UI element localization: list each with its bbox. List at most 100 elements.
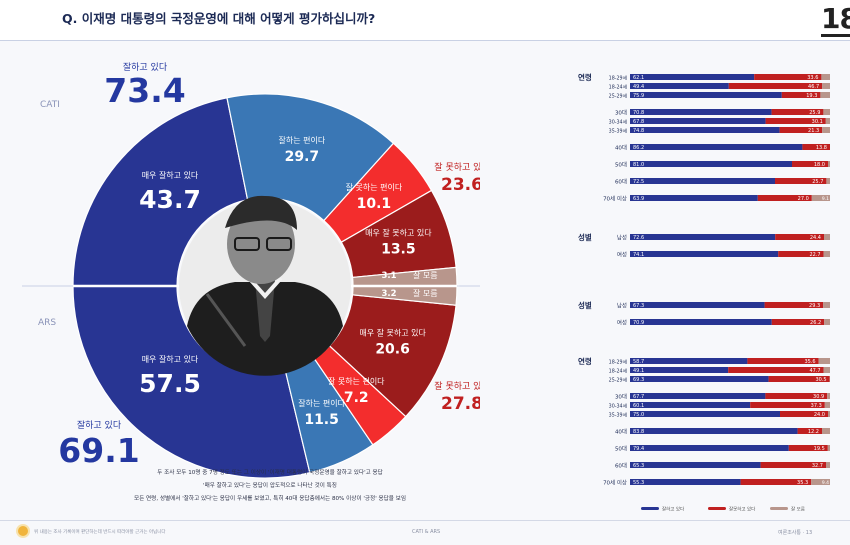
cati-bar-negative <box>775 234 824 240</box>
cati-bar-negative <box>765 118 826 124</box>
cati-bar-negative <box>771 109 824 115</box>
ars-label-value-good: 11.5 <box>304 412 339 428</box>
cati-bar-positive <box>630 127 780 133</box>
cati-bar-dont-know <box>824 234 830 240</box>
cati-row-label: 남성 <box>617 234 627 242</box>
cati-row-label: 18-29세 <box>609 75 627 82</box>
cati-row-label: 70세 이상 <box>603 195 627 203</box>
ars-label-name-very-good: 매우 잘하고 있다 <box>142 354 199 364</box>
ars-value-negative: 26.2 <box>810 320 821 326</box>
footer-note: 위 내용는 조사 기록이며 판단하는데 반드시 따라야할 근거는 아닙니다 <box>34 530 166 535</box>
ars-value-positive: 67.7 <box>633 394 644 400</box>
survey-question: Q. 이재명 대통령의 국정운영에 대해 어떻게 평가하십니까? <box>62 11 376 26</box>
ars-row-label: 18-29세 <box>609 359 627 366</box>
cati-row-label: 60대 <box>615 178 627 186</box>
ars-group-label: 성별 <box>578 300 592 310</box>
cati-bar-positive <box>630 92 782 98</box>
cati-bar-dont-know <box>822 127 830 133</box>
cati-row-label: 40대 <box>615 144 627 152</box>
cati-label-name-dont-know: 잘 모름 <box>413 271 438 280</box>
ars-method-tag: ARS <box>38 318 56 328</box>
cati-slice-very-good <box>72 97 249 287</box>
ars-label-value-very-good: 57.5 <box>139 369 201 398</box>
ars-row-label: 70세 이상 <box>603 479 627 487</box>
cati-bar-negative <box>728 83 823 89</box>
ars-bar-positive <box>630 376 769 382</box>
ars-bar-dont-know <box>811 479 830 485</box>
footer-method: CATI & ARS <box>412 529 441 535</box>
logo-text: 18 <box>821 2 850 35</box>
ars-value-positive: 70.9 <box>633 320 644 326</box>
ars-bar-dont-know <box>823 367 830 373</box>
cati-bar-dont-know <box>820 92 830 98</box>
ars-slice-very-bad <box>328 294 457 418</box>
cati-bar-positive <box>630 83 729 89</box>
ars-bar-negative <box>750 402 825 408</box>
cati-bar-negative <box>802 144 830 150</box>
ars-row-label: 35-39세 <box>609 412 627 419</box>
cati-bar-negative <box>781 92 821 98</box>
cati-label-value-good: 29.7 <box>285 149 320 165</box>
ars-bar-positive <box>630 402 751 408</box>
ars-bar-positive <box>630 445 789 451</box>
cati-bar-positive <box>630 251 779 257</box>
ars-bar-negative <box>771 319 825 325</box>
cati-bar-dont-know <box>811 195 830 201</box>
summary-text: 두 조사 모두 10명 중 7명 정도 또는 그 이상이 '이재명 대통령이 국… <box>134 468 406 502</box>
ars-value-positive: 65.3 <box>633 463 644 469</box>
header-divider <box>0 40 850 41</box>
ars-value-negative: 24.0 <box>814 412 825 418</box>
approval-donut-chart: 매우 잘하고 있다 43.7 잘하는 편이다 29.7 잘 못하는 편이다 10.1 매우 … <box>22 61 480 479</box>
ars-row-label: 18-24세 <box>609 368 627 375</box>
ars-bar-negative <box>740 479 812 485</box>
ars-row-label: 60대 <box>615 462 627 470</box>
summary-line: '매우 잘하고 있다'는 응답이 압도적으로 나타난 것이 특징 <box>203 481 337 489</box>
ars-value-negative: 30.5 <box>815 377 826 383</box>
ars-value-positive: 75.0 <box>633 412 644 418</box>
ars-bar-dont-know <box>828 411 830 417</box>
cati-value-positive: 49.4 <box>633 84 644 90</box>
ars-value-negative: 47.7 <box>809 368 820 374</box>
cati-value-dont-know: 9.1 <box>822 196 829 202</box>
cati-bar-negative <box>778 251 824 257</box>
ars-row-label: 여성 <box>617 319 627 327</box>
ars-label-name-very-bad: 매우 잘 못하고 있다 <box>359 328 426 338</box>
ars-bar-negative <box>788 445 828 451</box>
cati-total-positive-label: 잘하고 있다 <box>123 61 168 73</box>
cati-value-positive: 62.1 <box>633 75 644 81</box>
cati-label-value-very-bad: 13.5 <box>381 241 416 257</box>
ars-bar-negative <box>728 367 824 373</box>
cati-value-positive: 70.8 <box>633 110 644 116</box>
portrait-glasses-left <box>234 237 260 251</box>
ars-bar-positive <box>630 319 772 325</box>
ars-value-negative: 32.7 <box>812 463 823 469</box>
ars-value-positive: 49.1 <box>633 368 644 374</box>
cati-value-negative: 27.0 <box>798 196 809 202</box>
cati-bar-negative <box>779 127 823 133</box>
ars-bar-positive <box>630 462 761 468</box>
portrait-collar <box>247 276 283 300</box>
ars-bar-negative <box>768 376 830 382</box>
cati-bar-negative <box>757 195 812 201</box>
cati-total-positive-value: 73.4 <box>104 71 185 110</box>
portrait-hair <box>225 195 297 230</box>
ars-bar-positive <box>630 479 741 485</box>
ars-bar-positive <box>630 367 729 373</box>
legend-swatch-0 <box>641 507 659 510</box>
cati-row-label: 35-39세 <box>609 128 627 135</box>
cati-bar-dont-know <box>825 118 830 124</box>
summary-line: 두 조사 모두 10명 중 7명 정도 또는 그 이상이 '이재명 대통령이 국… <box>157 468 383 476</box>
ars-value-positive: 69.3 <box>633 377 644 383</box>
cati-bar-positive <box>630 118 766 124</box>
ars-bar-dont-know <box>823 302 830 308</box>
ars-bar-dont-know <box>824 402 830 408</box>
ars-bar-positive <box>630 428 798 434</box>
ars-value-negative: 29.3 <box>809 303 820 309</box>
portrait-glasses-right <box>266 237 292 251</box>
cati-group-label: 연령 <box>578 72 592 82</box>
cati-label-name-very-bad: 매우 잘 못하고 있다 <box>365 227 432 237</box>
portrait-microphone <box>205 293 247 347</box>
legend-swatch-2 <box>770 507 788 510</box>
legend-swatch-1 <box>708 507 726 510</box>
